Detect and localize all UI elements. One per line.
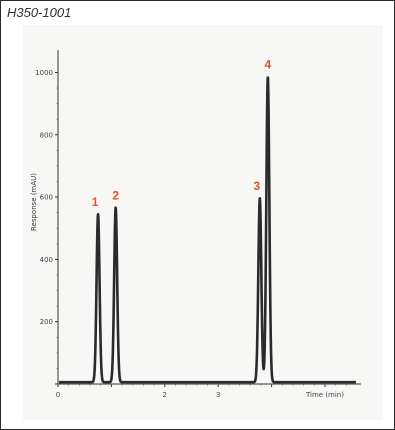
peak-label-2: 2	[112, 189, 119, 203]
x-tick-label: Time (min)	[305, 391, 344, 399]
y-tick-label: 200	[40, 318, 53, 326]
peak-label-4: 4	[264, 58, 271, 72]
plot-area	[23, 25, 383, 420]
y-tick-label: 400	[40, 256, 53, 264]
x-tick-label: 3	[216, 391, 220, 399]
y-tick-label: 800	[40, 131, 53, 139]
chart-id-label: H350-1001	[7, 5, 72, 20]
x-tick-label: 0	[56, 391, 60, 399]
peak-label-3: 3	[253, 179, 260, 193]
peak-label-1: 1	[92, 195, 99, 209]
y-tick-label: 1000	[35, 69, 53, 77]
chromatogram-trace	[57, 76, 358, 384]
y-tick-label: 600	[40, 194, 53, 202]
y-axis-title: Response (mAU)	[30, 173, 38, 231]
x-tick-label: 2	[163, 391, 167, 399]
